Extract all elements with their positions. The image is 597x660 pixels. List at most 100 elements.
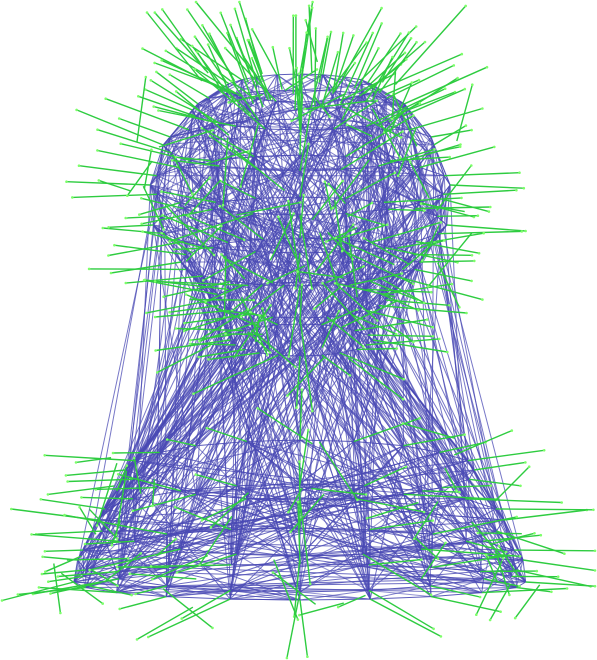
- normal-vector: [378, 276, 425, 304]
- normal-vector-tip: [250, 28, 254, 31]
- normal-vector-tip: [218, 204, 222, 208]
- normal-vector-tip: [191, 192, 194, 196]
- normal-vector-tip: [431, 519, 435, 522]
- normal-vector: [371, 108, 401, 158]
- normal-vector: [299, 284, 303, 325]
- normal-vector-tip: [145, 11, 149, 14]
- normal-vector: [367, 33, 402, 84]
- normal-vector-tip: [268, 351, 272, 354]
- normal-vector-tip: [80, 496, 83, 499]
- normal-vector: [298, 461, 301, 529]
- normal-vector-tip: [408, 160, 412, 164]
- mesh-edge: [220, 123, 230, 311]
- normal-vector-tip: [375, 99, 379, 102]
- normal-vector-tip: [249, 311, 253, 314]
- normal-vector-tip: [190, 44, 194, 48]
- mesh-edge: [465, 540, 485, 580]
- mesh-edge: [299, 445, 404, 501]
- normal-vector: [321, 52, 339, 107]
- normal-vector-tip: [499, 610, 502, 613]
- normal-vector-tip: [362, 265, 365, 268]
- mesh-edge: [414, 208, 416, 270]
- normal-vector-tip: [412, 282, 415, 286]
- normal-vector-tip: [211, 626, 214, 630]
- normal-vector-tip: [208, 134, 212, 138]
- normal-vector-tip: [71, 196, 74, 199]
- mesh-edge: [409, 129, 420, 263]
- normal-vector-tip: [463, 433, 466, 436]
- normal-vector-tip: [137, 95, 140, 98]
- mesh-edge: [299, 95, 360, 131]
- normal-vector: [475, 560, 503, 616]
- normal-vector: [326, 227, 358, 243]
- mesh-edge: [256, 74, 277, 78]
- normal-vector: [515, 569, 591, 588]
- normal-vector: [102, 227, 165, 235]
- mesh-edge: [118, 540, 170, 568]
- normal-vector-tip: [347, 234, 350, 237]
- normal-vector: [321, 310, 340, 348]
- mesh-edge: [370, 596, 432, 600]
- normal-vector-tip: [470, 254, 474, 257]
- normal-vector: [166, 438, 197, 447]
- normal-vector: [174, 506, 232, 531]
- normal-vector-tip: [303, 107, 307, 111]
- normal-vector-tip: [140, 197, 143, 200]
- mesh-edge: [388, 121, 421, 203]
- normal-vector-tip: [271, 571, 275, 574]
- normal-vector: [334, 282, 395, 298]
- normal-vector-tip: [201, 24, 204, 27]
- mesh-edge: [166, 585, 482, 594]
- normal-vector: [135, 585, 167, 595]
- normal-vector: [378, 41, 418, 94]
- mesh-edge: [473, 469, 497, 510]
- normal-vector: [272, 47, 283, 90]
- normal-vector: [277, 216, 298, 260]
- normal-vector: [420, 203, 465, 213]
- normal-vector-tip: [505, 550, 508, 554]
- normal-vector: [402, 422, 455, 439]
- mesh-edge: [169, 566, 484, 580]
- normal-vector-tip: [299, 201, 302, 204]
- normal-vector-tip: [288, 46, 291, 50]
- normal-vector: [146, 299, 213, 314]
- normal-vector: [66, 557, 129, 561]
- normal-vector: [353, 23, 383, 89]
- normal-vector-tip: [489, 484, 493, 487]
- normal-vector-tip: [180, 617, 183, 620]
- mesh-edge: [402, 115, 430, 154]
- normal-vector-tip: [124, 281, 128, 285]
- normal-vector-tip: [477, 251, 481, 255]
- mesh-edge: [195, 493, 526, 583]
- normal-vector-tip: [356, 498, 359, 502]
- mesh-edge: [208, 76, 258, 99]
- normal-vector-tip: [160, 231, 163, 235]
- normal-vector: [487, 554, 515, 558]
- normal-vector-tip: [10, 507, 13, 511]
- normal-vector-tip: [212, 253, 216, 257]
- normal-vector: [210, 492, 249, 528]
- normal-vector: [154, 12, 209, 74]
- mesh-edge: [266, 74, 278, 92]
- normal-vector: [456, 84, 473, 142]
- normal-vector-tip: [168, 310, 171, 314]
- normal-vector-tip: [134, 592, 137, 596]
- mesh-edge: [150, 184, 395, 277]
- normal-vector: [288, 285, 301, 357]
- normal-vector-tip: [487, 210, 491, 213]
- normal-vector-tip: [197, 355, 200, 359]
- normal-vector-tip: [470, 164, 473, 167]
- normal-vector-tip: [391, 55, 394, 59]
- normal-vector: [40, 498, 106, 510]
- normal-vector: [161, 232, 194, 254]
- normal-vector: [342, 73, 396, 100]
- normal-vector: [415, 537, 439, 560]
- normal-vector-tip: [200, 519, 204, 522]
- normal-vector-tip: [592, 508, 595, 512]
- normal-vector-tip: [204, 300, 207, 303]
- normal-vector: [485, 554, 499, 583]
- normal-vector: [172, 159, 220, 167]
- mesh-edge: [118, 540, 515, 551]
- normal-vector-tip: [401, 130, 404, 133]
